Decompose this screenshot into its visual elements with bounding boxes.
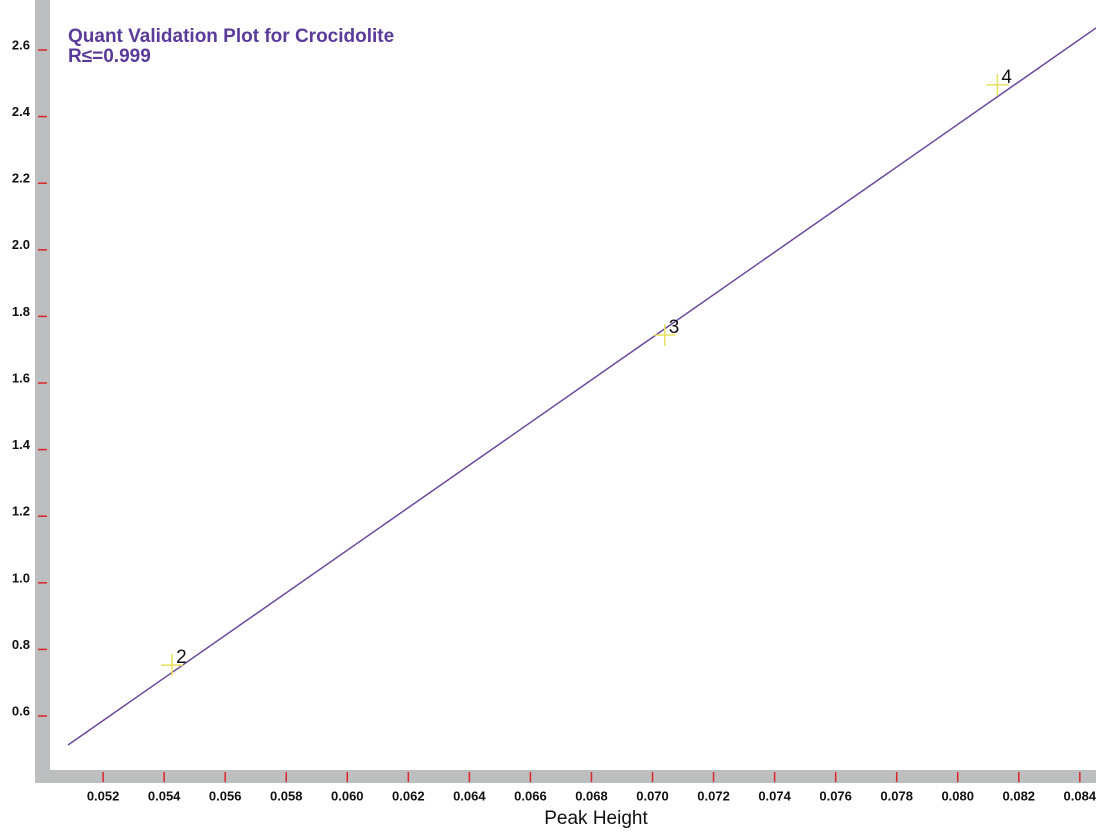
x-tick-label: 0.056 [209, 788, 242, 803]
y-tick-label: 1.8 [12, 304, 30, 319]
x-tick-label: 0.060 [331, 788, 364, 803]
y-tick-label: 0.6 [12, 703, 30, 718]
y-tick-label: 1.2 [12, 504, 30, 519]
x-tick-label: 0.064 [453, 788, 486, 803]
y-tick-label: 2.6 [12, 37, 30, 52]
chart-title: Quant Validation Plot for Crocidolite [68, 26, 394, 47]
y-tick-label: 2.0 [12, 237, 30, 252]
point [653, 324, 676, 347]
x-axis-label: Peak Height [544, 808, 648, 829]
x-tick-label: 0.054 [148, 788, 181, 803]
x-tick-label: 0.052 [87, 788, 120, 803]
x-tick-label: 0.076 [819, 788, 852, 803]
point-label: 3 [669, 317, 680, 338]
y-tick-label: 1.0 [12, 570, 30, 585]
x-axis-bar [35, 770, 1096, 783]
chart-subtitle: R≤=0.999 [68, 46, 151, 67]
fit-line [67, 27, 1096, 746]
x-tick-label: 0.072 [697, 788, 730, 803]
y-tick-label: 1.6 [12, 370, 30, 385]
x-tick-label: 0.058 [270, 788, 303, 803]
point [161, 654, 184, 677]
x-tick-label: 0.066 [514, 788, 547, 803]
point-label: 2 [176, 647, 187, 668]
y-tick-label: 1.4 [12, 437, 31, 452]
x-tick-label: 0.082 [1003, 788, 1036, 803]
point-label: 4 [1001, 67, 1012, 88]
point [986, 73, 1009, 96]
x-tick-label: 0.078 [880, 788, 913, 803]
x-tick-label: 0.070 [636, 788, 669, 803]
y-tick-label: 2.4 [12, 104, 31, 119]
x-tick-label: 0.084 [1064, 788, 1096, 803]
y-tick-label: 2.2 [12, 171, 30, 186]
y-tick-label: 0.8 [12, 637, 30, 652]
x-tick-label: 0.080 [941, 788, 974, 803]
x-tick-label: 0.062 [392, 788, 425, 803]
x-tick-label: 0.074 [758, 788, 791, 803]
y-axis-bar [35, 0, 50, 783]
x-tick-label: 0.068 [575, 788, 608, 803]
